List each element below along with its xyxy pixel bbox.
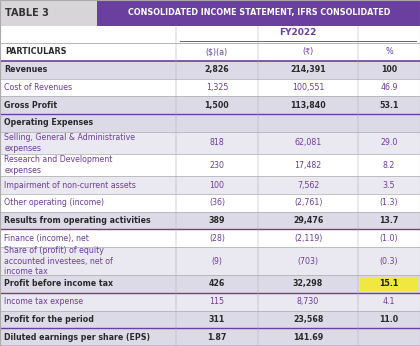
Text: (2,761): (2,761) <box>294 198 322 207</box>
Text: 2,826: 2,826 <box>205 65 229 74</box>
Text: 141.69: 141.69 <box>293 333 323 342</box>
Text: 32,298: 32,298 <box>293 280 323 289</box>
FancyBboxPatch shape <box>0 212 420 229</box>
FancyBboxPatch shape <box>0 194 420 212</box>
Text: 100,551: 100,551 <box>292 83 324 92</box>
FancyBboxPatch shape <box>97 0 420 26</box>
Text: 113,840: 113,840 <box>290 101 326 110</box>
FancyBboxPatch shape <box>0 176 420 194</box>
FancyBboxPatch shape <box>360 277 418 291</box>
FancyBboxPatch shape <box>0 275 420 293</box>
Text: 29,476: 29,476 <box>293 216 323 225</box>
Text: ($)(a): ($)(a) <box>206 47 228 56</box>
FancyBboxPatch shape <box>0 61 420 79</box>
Text: 23,568: 23,568 <box>293 315 323 324</box>
FancyBboxPatch shape <box>0 247 420 275</box>
FancyBboxPatch shape <box>0 293 420 310</box>
Text: 1,325: 1,325 <box>206 83 228 92</box>
Text: Other operating (income): Other operating (income) <box>4 198 104 207</box>
Text: 8,730: 8,730 <box>297 297 319 306</box>
Text: FY2022: FY2022 <box>279 28 316 37</box>
FancyBboxPatch shape <box>0 114 420 132</box>
Text: (28): (28) <box>209 234 225 243</box>
Text: 230: 230 <box>210 161 224 170</box>
Text: 100: 100 <box>210 181 224 190</box>
Text: 46.9: 46.9 <box>380 83 398 92</box>
Text: Finance (income), net: Finance (income), net <box>4 234 89 243</box>
Text: Income tax expense: Income tax expense <box>4 297 83 306</box>
Text: Results from operating activities: Results from operating activities <box>4 216 151 225</box>
Text: (2,119): (2,119) <box>294 234 322 243</box>
Text: Revenues: Revenues <box>4 65 47 74</box>
FancyBboxPatch shape <box>0 154 420 176</box>
Text: TABLE 3: TABLE 3 <box>5 8 49 18</box>
Text: Diluted earnings per share (EPS): Diluted earnings per share (EPS) <box>4 333 150 342</box>
Text: (36): (36) <box>209 198 225 207</box>
Text: 115: 115 <box>210 297 224 306</box>
Text: 100: 100 <box>381 65 397 74</box>
FancyBboxPatch shape <box>0 26 420 43</box>
Text: Research and Development
expenses: Research and Development expenses <box>4 155 113 175</box>
Text: 311: 311 <box>209 315 225 324</box>
Text: PARTICULARS: PARTICULARS <box>5 47 66 56</box>
Text: Impairment of non-current assets: Impairment of non-current assets <box>4 181 136 190</box>
Text: 426: 426 <box>209 280 225 289</box>
Text: (₹): (₹) <box>302 47 314 56</box>
Text: 4.1: 4.1 <box>383 297 395 306</box>
Text: 818: 818 <box>210 138 224 147</box>
Text: Cost of Revenues: Cost of Revenues <box>4 83 72 92</box>
Text: 7,562: 7,562 <box>297 181 319 190</box>
FancyBboxPatch shape <box>0 0 97 26</box>
Text: (703): (703) <box>297 257 319 266</box>
Text: 15.1: 15.1 <box>379 280 399 289</box>
Text: Operating Expenses: Operating Expenses <box>4 118 93 127</box>
Text: 1,500: 1,500 <box>205 101 229 110</box>
FancyBboxPatch shape <box>0 97 420 114</box>
Text: (1.3): (1.3) <box>380 198 398 207</box>
Text: CONSOLIDATED INCOME STATEMENT, IFRS CONSOLIDATED: CONSOLIDATED INCOME STATEMENT, IFRS CONS… <box>128 8 390 18</box>
Text: 8.2: 8.2 <box>383 161 395 170</box>
Text: 3.5: 3.5 <box>383 181 395 190</box>
Text: 389: 389 <box>209 216 225 225</box>
Text: %: % <box>385 47 393 56</box>
Text: Selling, General & Administrative
expenses: Selling, General & Administrative expens… <box>4 133 135 153</box>
Text: Share of (profit) of equity
accounted investees, net of
income tax: Share of (profit) of equity accounted in… <box>4 246 113 276</box>
Text: 29.0: 29.0 <box>380 138 398 147</box>
Text: 1.87: 1.87 <box>207 333 227 342</box>
Text: 11.0: 11.0 <box>379 315 399 324</box>
Text: Gross Profit: Gross Profit <box>4 101 57 110</box>
Text: Profit before income tax: Profit before income tax <box>4 280 113 289</box>
FancyBboxPatch shape <box>0 79 420 97</box>
FancyBboxPatch shape <box>0 328 420 346</box>
Text: Profit for the period: Profit for the period <box>4 315 94 324</box>
Text: 17,482: 17,482 <box>294 161 322 170</box>
FancyBboxPatch shape <box>0 43 420 61</box>
Text: (0.3): (0.3) <box>380 257 398 266</box>
FancyBboxPatch shape <box>0 229 420 247</box>
Text: (9): (9) <box>212 257 222 266</box>
FancyBboxPatch shape <box>0 132 420 154</box>
Text: 62,081: 62,081 <box>294 138 322 147</box>
Text: 53.1: 53.1 <box>379 101 399 110</box>
Text: (1.0): (1.0) <box>380 234 398 243</box>
Text: 13.7: 13.7 <box>379 216 399 225</box>
Text: 214,391: 214,391 <box>290 65 326 74</box>
FancyBboxPatch shape <box>0 310 420 328</box>
